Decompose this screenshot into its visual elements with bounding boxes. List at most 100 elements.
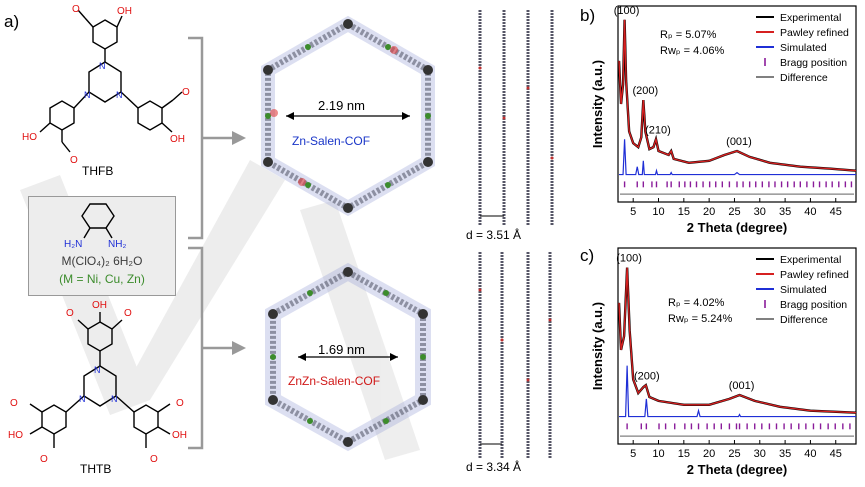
thtb-oh-top: OH xyxy=(92,300,107,311)
metal-salt-text: M(ClO₄)₂ 6H₂O xyxy=(61,254,143,268)
chart-b-x-tick-label: 20 xyxy=(703,206,715,218)
thtb-o-top-left: O xyxy=(66,308,74,319)
chart-b-peak-label: (210) xyxy=(645,124,671,136)
thfb-n-2: N xyxy=(84,90,91,100)
chart-b-x-axis-label: 2 Theta (degree) xyxy=(687,220,787,235)
thfb-aldehyde-o-right: O xyxy=(182,87,190,98)
diamine-h2n: H₂N xyxy=(64,239,82,250)
reagent-box xyxy=(28,196,176,296)
pxrd-chart-b-svg: 5 10 15 20 25 30 35 40 45 2 Theta (degree) Intensi… xyxy=(590,5,857,235)
chart-c-x-tick-label: 5 xyxy=(630,448,636,460)
chart-b-simulated-line xyxy=(619,139,856,176)
thfb-oh-right: OH xyxy=(170,134,185,145)
arrow-top xyxy=(232,131,246,145)
thtb-o-left-2: O xyxy=(40,454,48,465)
chart-b-x-tick-label: 15 xyxy=(678,206,690,218)
thtb-n-2: N xyxy=(79,394,86,404)
zn-salen-cof-structure xyxy=(261,15,435,217)
thtb-o-right-1: O xyxy=(176,398,184,409)
thfb-aldehyde-o-left: O xyxy=(70,155,78,166)
stacking-view-top xyxy=(478,10,554,226)
bottom-cof-name: ZnZn-Salen-COF xyxy=(288,374,381,388)
chart-b-legend-entry: Pawley refined xyxy=(780,27,849,39)
bracket-bottom xyxy=(188,246,204,450)
chart-c-x-tick-label: 25 xyxy=(728,448,740,460)
thtb-label: THTB xyxy=(80,462,112,476)
chart-b-legend-entry: Experimental xyxy=(780,12,841,24)
thtb-o-right-2: O xyxy=(150,454,158,465)
chart-c-x-tick-label: 20 xyxy=(703,448,715,460)
metal-salt-label: M(ClO₄)₂ 6H₂O xyxy=(32,254,172,268)
chart-c-legend-entry: Difference xyxy=(780,314,828,326)
thfb-ho-left: HO xyxy=(22,132,37,143)
thtb-oh-right: OH xyxy=(172,430,187,441)
chart-c-legend-entry: Experimental xyxy=(780,254,841,266)
chart-c-x-axis-label: 2 Theta (degree) xyxy=(687,462,787,477)
pxrd-chart-c: 5 10 15 20 25 30 35 40 45 2 Theta (degree) Intensi… xyxy=(588,244,862,482)
thtb-structure: OH O O N N N O HO O O OH O xyxy=(8,300,187,465)
top-pore-size: 2.19 nm xyxy=(318,98,365,113)
chart-c-legend-entry: Bragg position xyxy=(780,299,847,311)
chart-c-x-tick-label: 30 xyxy=(754,448,766,460)
chart-c-peak-label: (200) xyxy=(634,370,660,382)
chart-c-x-tick-label: 10 xyxy=(652,448,664,460)
chart-b-x-tick-label: 45 xyxy=(830,206,842,218)
chart-b-x-tick-label: 5 xyxy=(630,206,636,218)
chart-b-x-tick-label: 30 xyxy=(754,206,766,218)
thtb-n-3: N xyxy=(111,394,118,404)
chart-b-peak-label: (001) xyxy=(726,136,752,148)
bracket-top xyxy=(188,36,204,240)
chart-b-x-tick-label: 35 xyxy=(779,206,791,218)
chart-b-legend-entry: Simulated xyxy=(780,42,827,54)
chart-b-y-axis-label: Intensity (a.u.) xyxy=(590,60,605,148)
chart-c-x-tick-label: 45 xyxy=(830,448,842,460)
thfb-label: THFB xyxy=(82,164,114,178)
diamine-structure: H₂N NH₂ xyxy=(64,203,126,250)
reaction-brackets xyxy=(188,36,246,450)
chart-c-rp-value: Rₚ = 4.02% xyxy=(668,297,725,309)
bottom-layer-spacing: d = 3.34 Å xyxy=(466,460,522,474)
chart-c-pawley-line xyxy=(618,267,857,414)
chart-b-peak-label: (100) xyxy=(614,5,640,17)
panel-label-b: b) xyxy=(580,6,596,25)
bottom-pore-size: 1.69 nm xyxy=(318,342,365,357)
chart-b-peak-label: (200) xyxy=(632,85,658,97)
chart-b-x-tick-label: 40 xyxy=(804,206,816,218)
chart-c-peak-label: (001) xyxy=(729,380,755,392)
thfb-structure: O OH N N N HO O O OH xyxy=(22,4,190,166)
metal-choice-label: (M = Ni, Cu, Zn) xyxy=(32,272,172,286)
thtb-o-left-1: O xyxy=(10,398,18,409)
thfb-n-1: N xyxy=(99,61,106,71)
chart-c-x-tick-label: 40 xyxy=(804,448,816,460)
chart-c-rwp-value: Rᴡₚ = 5.24% xyxy=(668,313,733,325)
metal-choice-text: (M = Ni, Cu, Zn) xyxy=(59,272,145,286)
thfb-aldehyde-o-top: O xyxy=(72,4,80,15)
chart-b-plot-frame xyxy=(617,5,857,203)
thtb-n-1: N xyxy=(94,365,101,375)
chart-b-rp-value: Rₚ = 5.07% xyxy=(660,29,717,41)
chart-c-peak-label: (100) xyxy=(616,253,642,265)
chart-c-legend-entry: Pawley refined xyxy=(780,269,849,281)
panel-label-a: a) xyxy=(4,12,20,31)
chart-c-simulated-line xyxy=(619,365,856,418)
chart-c-x-tick-label: 15 xyxy=(678,448,690,460)
chart-c-legend-entry: Simulated xyxy=(780,284,827,296)
chart-b-legend-entry: Difference xyxy=(780,72,828,84)
chart-c-plot-frame xyxy=(617,247,857,445)
thfb-ho-top: OH xyxy=(117,6,132,17)
chart-c-x-tick-label: 35 xyxy=(779,448,791,460)
panel-label-c: c) xyxy=(580,246,595,265)
arrow-bottom xyxy=(232,341,246,355)
chart-b-pawley-line xyxy=(618,19,857,172)
chart-b-rwp-value: Rᴡₚ = 4.06% xyxy=(660,45,725,57)
thtb-o-top-right: O xyxy=(124,308,132,319)
chart-b-legend-entry: Bragg position xyxy=(780,57,847,69)
pxrd-chart-c-svg: 5 10 15 20 25 30 35 40 45 2 Theta (degree) Intensi… xyxy=(590,247,857,477)
thtb-ho-left: HO xyxy=(8,430,23,441)
top-cof-name: Zn-Salen-COF xyxy=(292,134,371,148)
znzn-salen-cof-structure xyxy=(265,262,431,452)
thfb-n-3: N xyxy=(116,90,123,100)
diamine-nh2: NH₂ xyxy=(108,239,126,250)
stacking-view-bottom xyxy=(478,252,552,458)
top-layer-spacing: d = 3.51 Å xyxy=(466,228,522,242)
